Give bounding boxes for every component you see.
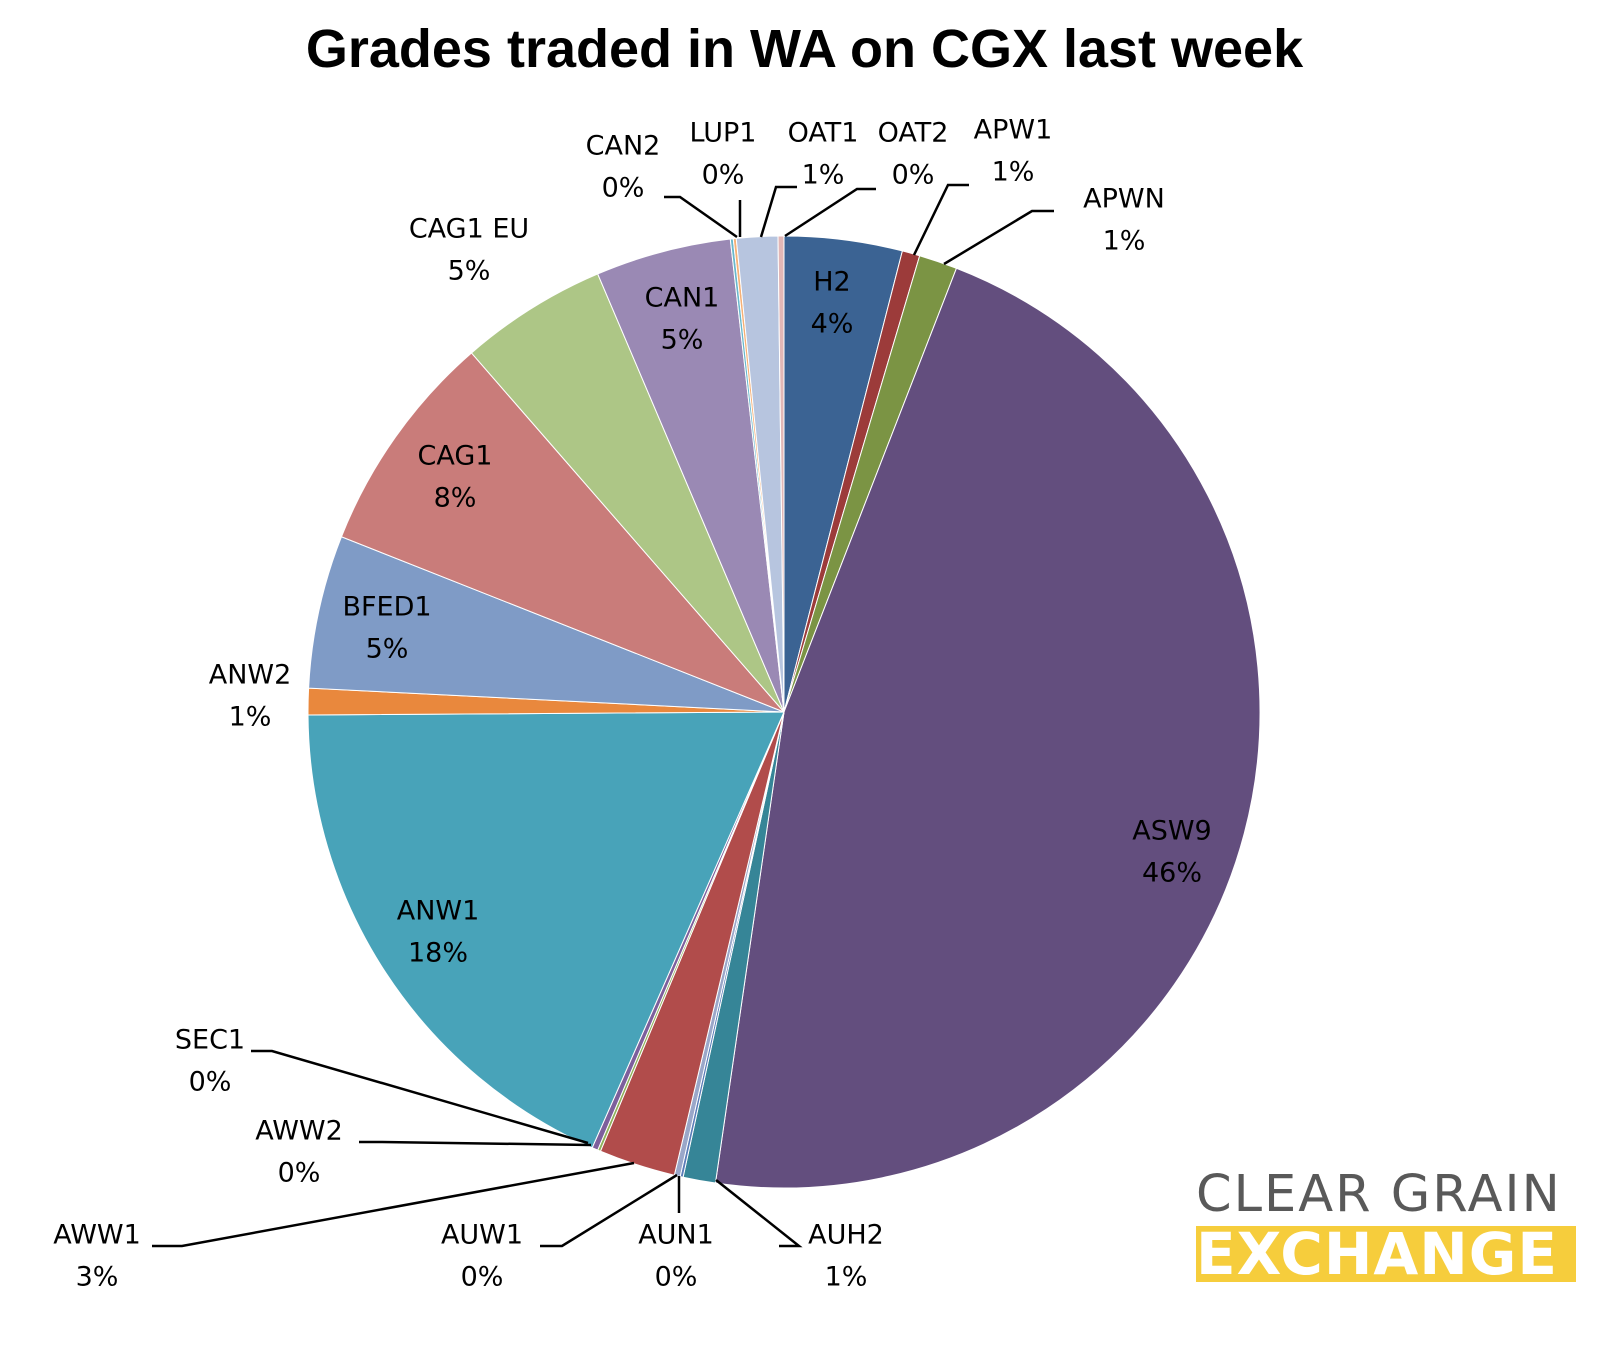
leader-line-can2 bbox=[664, 195, 738, 239]
logo-text-top: CLEAR GRAIN bbox=[1196, 1165, 1562, 1224]
slice-label-sec1: SEC1 bbox=[175, 1025, 245, 1056]
leader-line-apw1 bbox=[912, 183, 969, 256]
slice-label-anw1: ANW1 bbox=[397, 896, 480, 927]
leader-line-oat2 bbox=[784, 187, 876, 238]
pie-slice-bfed1 bbox=[308, 536, 785, 713]
slice-label-asw9: ASW9 bbox=[1132, 816, 1211, 847]
slice-label-cag1: CAG1 bbox=[418, 441, 493, 472]
slice-label-apwn: APWN bbox=[1083, 184, 1165, 215]
slice-percent-oat1: 1% bbox=[802, 160, 845, 191]
slice-percent-auw1: 0% bbox=[461, 1262, 504, 1293]
slice-percent-anw1: 18% bbox=[408, 938, 468, 969]
slice-label-aww1: AWW1 bbox=[53, 1220, 141, 1251]
slice-label-lup1: LUP1 bbox=[690, 118, 757, 149]
leader-line-aww1 bbox=[152, 1161, 635, 1248]
leader-line-auh2 bbox=[715, 1179, 803, 1248]
slice-percent-sec1: 0% bbox=[189, 1067, 232, 1098]
pie-slice-cag1-eu bbox=[470, 273, 785, 713]
clear-grain-exchange-logo: CLEAR GRAIN EXCHANGE bbox=[1196, 1165, 1576, 1288]
slice-label-h2: H2 bbox=[813, 267, 850, 298]
leader-line-auw1 bbox=[540, 1173, 678, 1248]
slice-label-can2: CAN2 bbox=[586, 131, 661, 162]
slice-percent-cag1: 8% bbox=[434, 483, 477, 514]
logo-text-bottom: EXCHANGE bbox=[1196, 1220, 1559, 1288]
slice-percent-aww2: 0% bbox=[278, 1158, 321, 1189]
pie-slice-oat2 bbox=[777, 235, 785, 713]
slice-label-aun1: AUN1 bbox=[638, 1220, 714, 1251]
slice-percent-can1: 5% bbox=[661, 325, 704, 356]
slice-percent-lup1: 0% bbox=[702, 160, 745, 191]
slice-label-apw1: APW1 bbox=[974, 115, 1053, 146]
leader-lines bbox=[152, 183, 1054, 1248]
pie-slices bbox=[307, 235, 1261, 1189]
slice-percent-oat2: 0% bbox=[892, 160, 935, 191]
slice-label-bfed1: BFED1 bbox=[342, 592, 431, 623]
slice-label-aww2: AWW2 bbox=[255, 1116, 343, 1147]
slice-percent-asw9: 46% bbox=[1142, 858, 1202, 889]
slice-label-cag1-eu: CAG1 EU bbox=[409, 214, 529, 245]
slice-percent-can2: 0% bbox=[602, 173, 645, 204]
slice-percent-anw2: 1% bbox=[229, 702, 272, 733]
slice-percent-apwn: 1% bbox=[1103, 226, 1146, 257]
pie-slice-asw9 bbox=[714, 267, 1261, 1189]
slice-label-anw2: ANW2 bbox=[209, 660, 292, 691]
slice-label-oat1: OAT1 bbox=[788, 118, 859, 149]
leader-line-oat1 bbox=[759, 185, 797, 238]
leader-line-aww2 bbox=[359, 1140, 592, 1147]
slice-labels: H2 4% APW1 1% APWN 1% ASW9 46% AUH2 1% AUN1 0% AUW1 0… bbox=[53, 115, 1212, 1293]
slice-percent-aun1: 0% bbox=[655, 1262, 698, 1293]
pie-slice-cag1 bbox=[340, 352, 785, 713]
slice-percent-aww1: 3% bbox=[76, 1262, 119, 1293]
slice-percent-cag1-eu: 5% bbox=[448, 256, 491, 287]
slice-percent-bfed1: 5% bbox=[366, 634, 409, 665]
slice-percent-apw1: 1% bbox=[992, 157, 1035, 188]
leader-line-apwn bbox=[943, 209, 1054, 266]
slice-label-can1: CAN1 bbox=[645, 283, 720, 314]
chart-title: Grades traded in WA on CGX last week bbox=[305, 19, 1304, 79]
logo-banner: EXCHANGE bbox=[1196, 1220, 1576, 1288]
slice-percent-h2: 4% bbox=[811, 309, 854, 340]
leader-line-sec1 bbox=[251, 1049, 589, 1145]
slice-label-auh2: AUH2 bbox=[808, 1220, 884, 1251]
slice-label-auw1: AUW1 bbox=[441, 1220, 523, 1251]
slice-percent-auh2: 1% bbox=[825, 1262, 868, 1293]
slice-label-oat2: OAT2 bbox=[878, 118, 949, 149]
pie-slice-anw1 bbox=[307, 711, 785, 1149]
